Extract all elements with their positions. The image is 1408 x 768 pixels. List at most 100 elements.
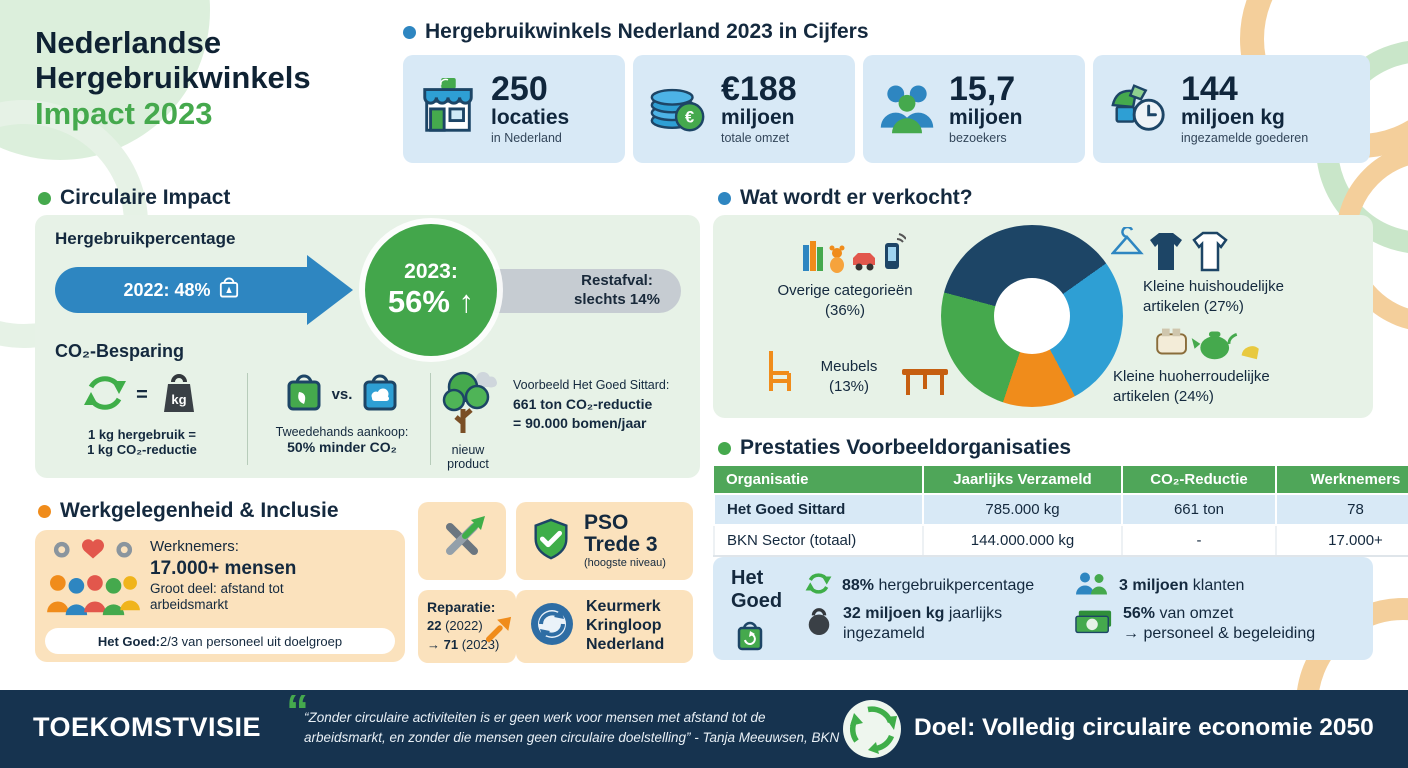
- hetgoed-stat-klanten: 3 miljoen klanten: [1075, 570, 1244, 602]
- reparatie-label: Reparatie:: [427, 599, 496, 615]
- reparatie-2022-value: 22: [427, 618, 442, 634]
- bullet-icon: [718, 441, 731, 455]
- svg-text:€: €: [685, 108, 694, 126]
- arrow-head: [307, 255, 353, 325]
- table-icon: [901, 367, 949, 402]
- pso-line3: (hoogste niveau): [584, 557, 666, 570]
- stat-rest: jaarlijks: [944, 605, 1003, 622]
- tree-caption-line2: product: [447, 457, 489, 472]
- stat-sublabel: bezoekers: [949, 131, 1007, 146]
- reparatie-2022-suffix: (2022): [441, 618, 483, 634]
- restafval-line1: Restafval:: [581, 272, 653, 290]
- stat-text: 3 miljoen klanten: [1119, 577, 1244, 595]
- example-line3: = 90.000 bomen/jaar: [513, 415, 647, 432]
- reparatie-2023: → 71 (2023): [427, 636, 499, 655]
- keurmerk-line2: Kringloop: [586, 617, 662, 635]
- tree-caption: nieuw product: [431, 443, 505, 472]
- money-icon: [1075, 607, 1113, 644]
- hetgoed-name-line2: Goed: [731, 590, 783, 612]
- hetgoed-name-line1: Het: [731, 567, 764, 589]
- circular-impact-panel: Hergebruikpercentage 2022: 48% Restafval…: [35, 215, 700, 478]
- reuse-2022-bar: 2022: 48%: [55, 267, 307, 313]
- label-meubels-line2: (13%): [828, 377, 869, 395]
- pso-line1: PSO: [584, 511, 629, 535]
- workers-text: Werknemers: 17.000+ mensen Groot deel: a…: [150, 538, 296, 614]
- table-header-co2: CO₂-Reductie: [1121, 466, 1276, 494]
- workers-value: 17.000+ mensen: [150, 557, 297, 579]
- stat-text: 15,7 miljoen bezoekers: [949, 72, 1023, 145]
- stat-text: 32 miljoen kg jaarlijks ingezameld: [843, 604, 1002, 644]
- table-row-hetgoed: Het Goed Sittard 785.000 kg 661 ton 78: [713, 493, 1408, 525]
- blue-bag-icon: [359, 370, 401, 419]
- table-header-organisatie: Organisatie: [714, 466, 923, 494]
- hetgoed-panel: Het Goed 88% hergebruikpercentage 32 mil: [713, 557, 1373, 660]
- table-cell: Het Goed Sittard: [713, 493, 923, 525]
- co2-example: Voorbeeld Het Goed Sittard: 661 ton CO₂-…: [513, 377, 693, 434]
- label-meubels: Meubels (13%): [799, 357, 899, 396]
- recycle-bag-icon: [219, 276, 239, 304]
- stat-bold: 32 miljoen kg: [843, 605, 945, 622]
- workers-label: Werknemers:: [150, 538, 239, 555]
- green-bag-icon: [283, 370, 325, 419]
- reparatie-card: Reparatie: 22 (2022) → 71 (2023): [418, 590, 516, 663]
- shield-check-icon: [528, 516, 574, 567]
- sales-panel: Overige categorieën (36%) Kleine huishou…: [713, 215, 1373, 418]
- label-huishoudelijk-line1: Kleine huishoudelijke: [1143, 278, 1284, 295]
- stats-section-heading: Hergebruikwinkels Nederland 2023 in Cijf…: [403, 20, 869, 44]
- stat-bold: 88%: [842, 577, 875, 594]
- quote-line1: “Zonder circulaire activiteiten is er ge…: [304, 710, 766, 725]
- goods-icon: [1107, 76, 1169, 143]
- label-overige: Overige categorieën (36%): [755, 281, 935, 320]
- keurmerk-line1: Keurmerk: [586, 598, 661, 616]
- bullet-icon: [38, 191, 51, 205]
- vs-label: vs.: [331, 386, 353, 403]
- employment-heading-text: Werkgelegenheid & Inclusie: [60, 499, 339, 522]
- stat-value: 250: [491, 70, 548, 109]
- bullet-icon: [38, 504, 51, 518]
- table-header-werknemers: Werknemers: [1275, 466, 1408, 494]
- quote-mark: “: [286, 685, 309, 737]
- stat-text: €188 miljoen totale omzet: [721, 72, 797, 145]
- recycle-icon: [82, 370, 128, 421]
- circular-impact-heading: Circulaire Impact: [38, 186, 230, 210]
- stat-value: 15,7: [949, 70, 1016, 109]
- stat-card-locaties: 250 locaties in Nederland: [403, 55, 625, 163]
- label-huishoudelijk: Kleine huishoudelijke artikelen (27%): [1143, 277, 1284, 316]
- reuse-2023-value: 56% ↑: [387, 284, 475, 319]
- kg-weight-icon: kg: [156, 370, 202, 421]
- co2-item-secondhand: vs. Tweedehands aankoop: 50% minder CO₂: [259, 370, 425, 455]
- stat-card-goederen: 144 miljoen kg ingezamelde goederen: [1093, 55, 1370, 163]
- kg-label: kg: [171, 392, 186, 407]
- stat-line2: → personeel & begeleiding: [1123, 625, 1316, 642]
- badge-bold-text: Het Goed:: [97, 633, 160, 649]
- label-huishoudelijk2-line2: artikelen (24%): [1113, 387, 1214, 405]
- customers-icon: [1075, 570, 1109, 602]
- kettlebell-icon: [805, 606, 833, 644]
- stat-text: 250 locaties in Nederland: [491, 72, 569, 145]
- table-cell: 144.000.000 kg: [922, 524, 1122, 557]
- title-line3: Impact 2023: [35, 95, 213, 131]
- recycle-icon: [805, 570, 832, 602]
- co2-item2-line2: 50% minder CO₂: [287, 439, 397, 455]
- co2-item1-line2: 1 kg CO₂-reductie: [87, 442, 197, 457]
- title-line2: Hergebruikwinkels: [35, 60, 311, 96]
- footer-goal: Doel: Volledig circulaire economie 2050: [914, 714, 1374, 741]
- stat-text: 56% van omzet → personeel & begeleiding: [1123, 604, 1315, 644]
- co2-item1-line1: 1 kg hergebruik =: [87, 427, 196, 442]
- stat-rest: klanten: [1188, 577, 1245, 594]
- donut-hole: [994, 278, 1070, 354]
- employment-heading: Werkgelegenheid & Inclusie: [38, 499, 339, 523]
- table-cell: 78: [1275, 493, 1408, 525]
- stat-line2: ingezameld: [843, 625, 925, 642]
- performance-heading: Prestaties Voorbeeldorganisaties: [718, 436, 1071, 460]
- stat-text: 144 miljoen kg ingezamelde goederen: [1181, 72, 1308, 145]
- repair-tools-card: [418, 502, 506, 580]
- footer-title: TOEKOMSTVISIE: [33, 712, 262, 742]
- tree-caption-line1: nieuw: [451, 443, 485, 457]
- divider: [430, 373, 431, 465]
- hetgoed-stat-collected: 32 miljoen kg jaarlijks ingezameld: [805, 604, 1002, 644]
- reuse-label: Hergebruikpercentage: [55, 229, 236, 248]
- doelgroep-badge: Het Goed: 2/3 van personeel uit doelgroe…: [45, 628, 395, 654]
- kringloop-logo-icon: [528, 600, 576, 653]
